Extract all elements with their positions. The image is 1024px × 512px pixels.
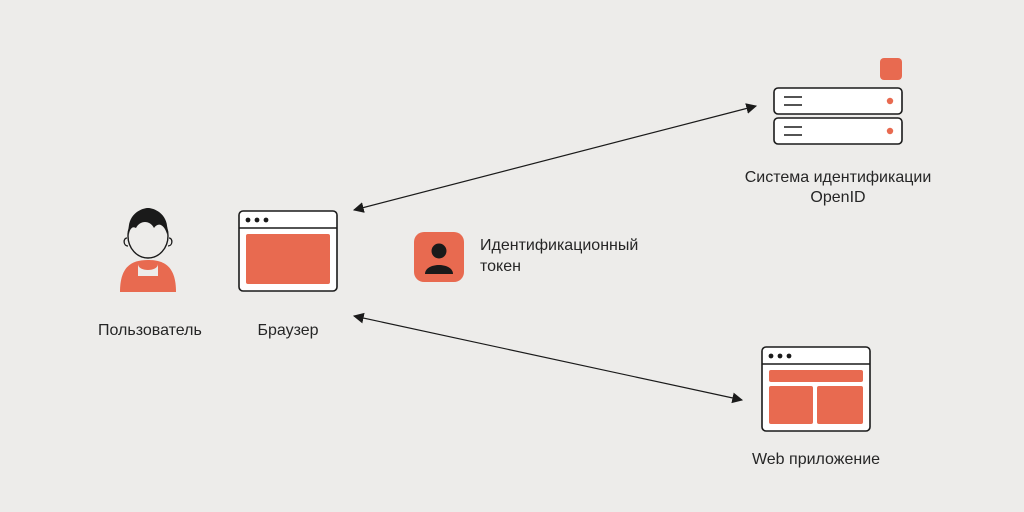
edge-browser-webapp [354, 316, 742, 400]
browser-label: Браузер [238, 321, 338, 342]
browser-window-icon [238, 210, 338, 292]
person-icon [108, 202, 188, 294]
openid-label-line2: OpenID [730, 189, 946, 207]
webapp-window-icon [761, 346, 871, 432]
token-label-line2: токен [480, 257, 638, 278]
webapp-label: Web приложение [746, 450, 886, 471]
node-token: Идентификационный токен [414, 232, 674, 282]
id-token-icon [414, 232, 464, 282]
diagram-stage: Пользователь Браузер Идентификационный т… [0, 0, 1024, 512]
edge-browser-openid [354, 106, 756, 210]
node-user: Пользователь [98, 202, 198, 342]
node-browser: Браузер [238, 210, 338, 342]
server-stack-icon [762, 58, 914, 154]
token-label-line1: Идентификационный [480, 236, 638, 257]
node-webapp: Web приложение [746, 346, 886, 471]
node-openid: Система идентификации OpenID [730, 58, 946, 207]
openid-label-line1: Система идентификации [730, 168, 946, 189]
user-label: Пользователь [98, 321, 198, 342]
